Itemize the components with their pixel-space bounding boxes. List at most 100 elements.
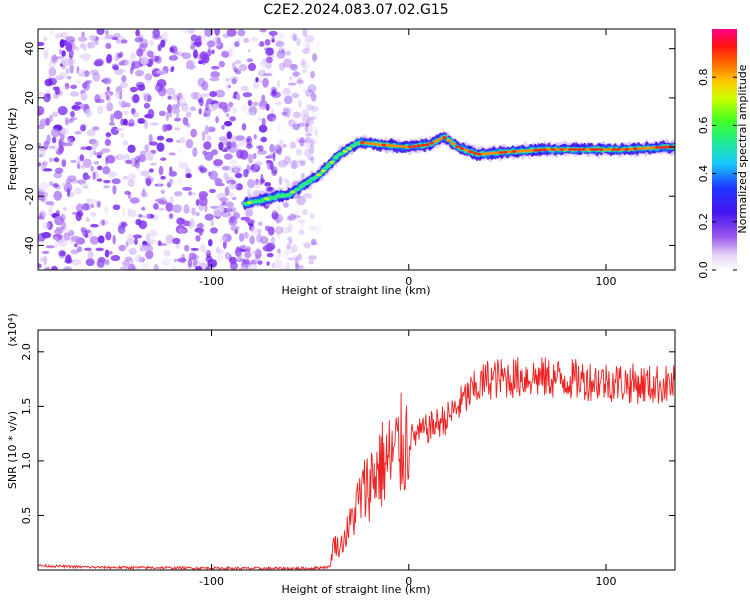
ridge-core [286,192,291,196]
noise-point [258,221,263,226]
noise-point [195,212,200,217]
colorbar-tick-label-2: 0.4 [697,165,710,183]
noise-point [38,162,42,167]
noise-point [302,150,309,158]
ridge-core [294,187,300,191]
noise-point [199,164,205,174]
ridge-core [646,146,651,150]
noise-point [53,229,64,234]
noise-point [268,186,273,191]
noise-point [221,50,230,58]
snr-panel: -100 0 100 0.5 1.0 1.5 2.0 Height of straight … [6,313,676,596]
ridge-core [420,143,426,147]
noise-point [229,192,235,199]
noise-point [79,54,85,59]
noise-point [134,155,140,164]
noise-point [169,46,175,53]
snr-frame [37,329,676,571]
noise-point [157,179,161,188]
noise-point [75,46,80,51]
noise-point [309,125,319,135]
noise-point [55,210,60,216]
noise-point [156,78,167,88]
noise-point [114,57,120,61]
ridge-core [624,148,630,151]
noise-point [225,112,230,118]
noise-point [283,87,293,98]
noise-point [92,72,101,82]
noise-point [126,122,135,127]
noise-point [108,122,116,126]
ridge-core [251,200,257,204]
ridge-core [628,147,634,151]
noise-point [237,29,246,37]
noise-point [80,43,86,49]
noise-point [305,34,315,43]
noise-point [195,235,201,242]
noise-point [202,249,212,255]
noise-point [52,183,59,188]
noise-point [304,123,313,134]
ridge-core [394,144,400,148]
noise-point [82,82,88,89]
noise-point [301,109,310,118]
noise-point [297,82,303,89]
noise-point [149,39,155,46]
noise-point [303,139,314,148]
ridge-core [589,148,595,151]
noise-point [55,226,64,231]
noise-point [125,241,129,248]
noise-point [227,181,232,191]
noise-point [197,60,204,65]
noise-point [190,106,196,112]
noise-point [231,107,238,114]
noise-point [159,242,168,246]
noise-point [45,117,51,126]
noise-point [173,191,183,197]
noise-point [261,94,266,102]
noise-point [252,80,261,89]
ridge-core [485,152,491,155]
noise-point [90,211,97,218]
noise-point [229,164,239,174]
noise-point [124,190,131,195]
noise-point [38,41,45,47]
noise-point [44,197,49,203]
noise-point [53,190,63,201]
noise-point [304,136,311,144]
noise-point [63,232,71,241]
noise-point [112,65,119,71]
ridge-core [390,144,395,148]
ridge-core [437,137,443,141]
noise-point [39,210,47,218]
noise-point [271,169,278,177]
noise-point [185,111,192,118]
noise-point [101,219,105,226]
noise-point [247,246,251,252]
noise-point [227,85,231,89]
noise-point [292,111,302,119]
noise-point [278,176,283,186]
noise-point [306,104,314,111]
noise-point [201,131,206,142]
noise-point [300,161,306,167]
noise-point [128,118,135,127]
noise-point [315,129,319,138]
noise-point [306,43,311,51]
noise-point [234,69,242,75]
noise-point [230,206,237,213]
noise-point [57,105,68,116]
noise-point [157,207,165,212]
noise-point [85,146,93,151]
noise-point [70,111,75,118]
noise-point [250,169,256,175]
noise-point [283,178,288,183]
noise-point [219,197,229,202]
noise-point [303,39,309,49]
ridge-core [355,141,361,145]
snr-series [38,357,675,570]
noise-point [65,36,76,43]
noise-point [276,79,281,88]
noise-point [232,211,241,220]
noise-point [172,93,177,101]
